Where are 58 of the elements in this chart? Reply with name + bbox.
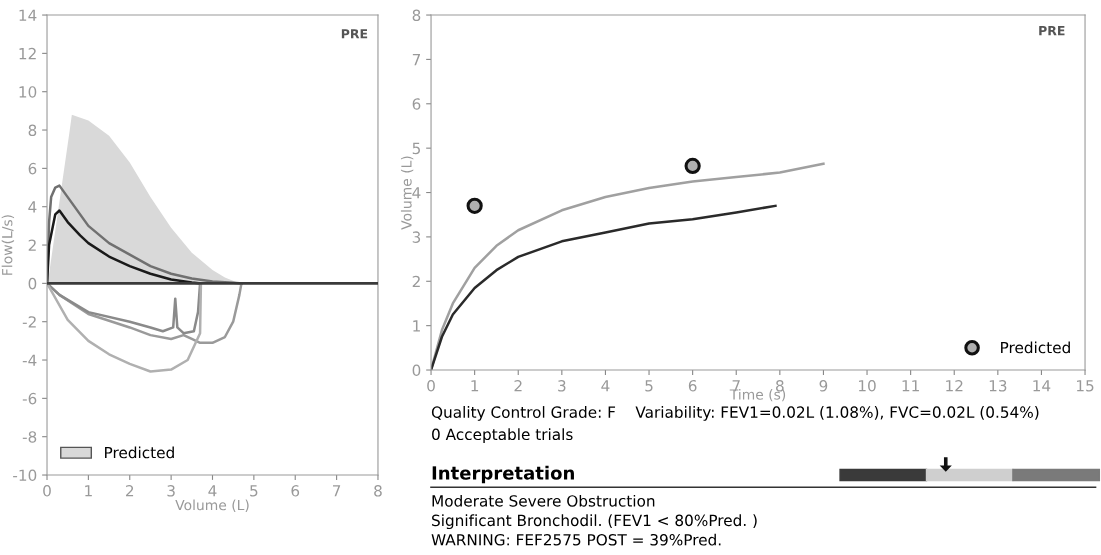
text: WARNING: FEF2575 POST = 39%Pred. bbox=[431, 533, 721, 546]
x-tick-label: 2 bbox=[514, 380, 522, 392]
y-tick-label: -6 bbox=[22, 392, 37, 405]
y-tick-label: 2 bbox=[28, 239, 36, 251]
legend-label: Predicted bbox=[1001, 341, 1070, 354]
y-tick-label: 3 bbox=[412, 231, 421, 243]
y-tick-label: 0 bbox=[412, 364, 421, 377]
y-tick-label: 14 bbox=[19, 9, 37, 21]
x-tick-label: 13 bbox=[989, 380, 1007, 392]
y-tick-label: 10 bbox=[19, 86, 37, 98]
y-tick-label: 7 bbox=[412, 54, 421, 66]
x-tick-label: 8 bbox=[374, 485, 382, 497]
legend-label: Predicted bbox=[105, 446, 174, 459]
y-tick-label: 4 bbox=[412, 187, 421, 199]
y-tick-label: -4 bbox=[22, 354, 37, 366]
x-tick-label: 3 bbox=[558, 380, 566, 392]
x-tick-label: 3 bbox=[167, 485, 175, 497]
y-tick-label: 8 bbox=[28, 124, 37, 137]
text: Interpretation bbox=[432, 465, 574, 484]
x-tick-label: 10 bbox=[859, 380, 876, 392]
x-tick-label: 4 bbox=[601, 380, 610, 392]
x-tick-label: 5 bbox=[250, 485, 258, 497]
y-tick-label: 2 bbox=[412, 275, 420, 288]
y-tick-label: 12 bbox=[19, 47, 36, 60]
x-tick-label: 9 bbox=[819, 380, 828, 392]
annotation: PRE bbox=[341, 29, 368, 39]
annotation: PRE bbox=[1039, 26, 1065, 36]
y-tick-label: 1 bbox=[413, 320, 420, 332]
x-tick-label: 12 bbox=[946, 380, 963, 392]
y-axis-title: Flow(L/s) bbox=[1, 215, 15, 275]
x-tick-label: 6 bbox=[688, 380, 697, 392]
y-tick-label: 4 bbox=[28, 201, 37, 213]
y-tick-label: 8 bbox=[412, 9, 421, 22]
y-tick-label: 5 bbox=[412, 142, 420, 155]
x-tick-label: 15 bbox=[1076, 380, 1094, 392]
x-tick-label: 1 bbox=[85, 485, 92, 497]
y-tick-label: -8 bbox=[22, 431, 37, 443]
x-tick-label: 0 bbox=[43, 485, 51, 497]
y-axis-title: Volume (L) bbox=[400, 156, 414, 230]
y-tick-label: 0 bbox=[28, 277, 37, 290]
x-tick-label: 0 bbox=[427, 380, 435, 392]
x-tick-label: 14 bbox=[1033, 380, 1051, 392]
x-tick-label: 6 bbox=[291, 485, 300, 497]
y-tick-label: -10 bbox=[13, 469, 37, 482]
text: Moderate Severe Obstruction bbox=[432, 494, 655, 507]
text: Significant Bronchodil. (FEV1 < 80%Pred. ) bbox=[432, 514, 757, 530]
y-tick-label: -2 bbox=[22, 316, 36, 328]
x-tick-label: 11 bbox=[902, 380, 919, 392]
x-tick-label: 4 bbox=[208, 485, 217, 497]
y-tick-label: 6 bbox=[28, 162, 37, 175]
x-tick-label: 1 bbox=[471, 380, 479, 392]
x-tick-label: 5 bbox=[645, 380, 653, 392]
x-tick-label: 2 bbox=[126, 485, 134, 497]
y-tick-label: 6 bbox=[412, 98, 421, 110]
x-axis-title: Volume (L) bbox=[175, 499, 249, 512]
text: Quality Control Grade: F Variability: FEV1=0.02L (1.08%), FVC=0.02L (0.54%) bbox=[431, 406, 1039, 421]
text: 0 Acceptable trials bbox=[432, 428, 573, 444]
x-tick-label: 7 bbox=[333, 485, 341, 497]
